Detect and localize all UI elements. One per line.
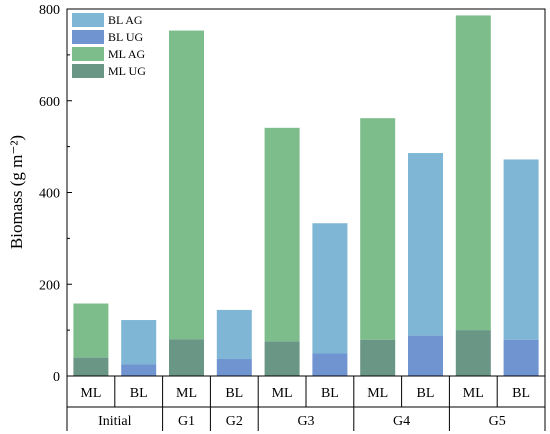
y-tick-label: 400 <box>39 187 60 202</box>
bar-label: ML <box>80 386 101 401</box>
bar-g4-bl-ag <box>408 153 443 336</box>
bar-g3-ml-ug <box>264 341 300 376</box>
bar-label: BL <box>321 386 339 401</box>
group-label: G2 <box>226 414 243 429</box>
bar-g5-ml-ug <box>455 330 491 376</box>
legend-label: ML AG <box>108 47 146 61</box>
bar-label: BL <box>417 386 435 401</box>
legend-label: BL AG <box>108 13 143 27</box>
legend-swatch <box>72 30 104 44</box>
bar-g5-bl-ag <box>503 159 539 340</box>
group-label: Initial <box>98 414 132 429</box>
bar-g3-ml-ag <box>264 127 300 342</box>
bar-label: ML <box>176 386 197 401</box>
y-tick-label: 800 <box>39 3 60 18</box>
bar-label: BL <box>512 386 530 401</box>
legend-label: ML UG <box>108 64 146 78</box>
bar-g4-bl-ug <box>408 335 443 376</box>
bar-label: ML <box>272 386 293 401</box>
bar-g2-bl-ug <box>216 359 252 376</box>
bar-g3-bl-ag <box>312 223 348 354</box>
group-label: G5 <box>489 414 506 429</box>
y-tick-label: 0 <box>53 370 60 385</box>
group-label: G1 <box>178 414 195 429</box>
bar-label: BL <box>225 386 243 401</box>
y-axis-title: Biomass (g m⁻²) <box>7 135 26 249</box>
bar-g2-bl-ag <box>216 309 252 360</box>
bar-initial-bl-ag <box>121 320 157 365</box>
bar-label: ML <box>463 386 484 401</box>
group-label: G4 <box>393 414 410 429</box>
bar-g1-ml-ag <box>169 30 204 340</box>
legend-label: BL UG <box>108 30 144 44</box>
bar-label: ML <box>367 386 388 401</box>
y-tick-label: 600 <box>39 95 60 110</box>
bar-g3-bl-ug <box>312 353 348 376</box>
bar-g5-bl-ug <box>503 339 539 376</box>
legend-swatch <box>72 64 104 78</box>
legend-swatch <box>72 47 104 61</box>
bar-g5-ml-ag <box>455 15 491 331</box>
bar-g4-ml-ug <box>360 339 396 376</box>
y-tick-label: 200 <box>39 278 60 293</box>
bar-initial-ml-ug <box>73 357 109 376</box>
legend-swatch <box>72 13 104 27</box>
bar-initial-ml-ag <box>73 303 109 358</box>
legend: BL AG BL UG ML AG ML UG <box>72 13 146 78</box>
group-label: G3 <box>297 414 314 429</box>
bar-initial-bl-ug <box>121 364 157 376</box>
bar-g4-ml-ag <box>360 118 396 340</box>
bars-layer <box>73 15 539 376</box>
bar-g1-ml-ug <box>169 339 204 376</box>
bar-label: BL <box>130 386 148 401</box>
axes-layer: 0 200 400 600 800 ML BL ML BL ML BL ML BL ML BL Initial… <box>39 3 546 431</box>
